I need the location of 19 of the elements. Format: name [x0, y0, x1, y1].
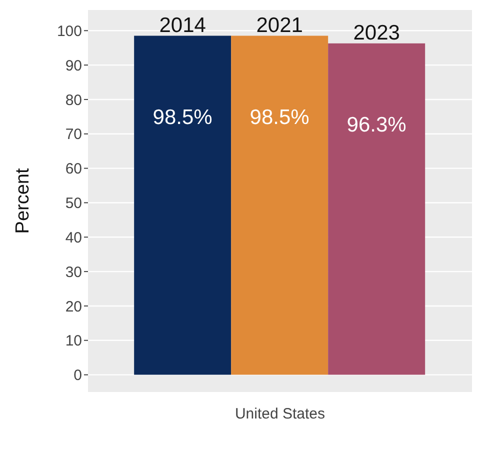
y-tick-label: 60: [65, 160, 82, 178]
y-tick-label: 70: [65, 126, 82, 144]
y-tick-label: 30: [65, 264, 82, 281]
y-tick-label: 100: [56, 22, 82, 40]
y-tick-label: 20: [65, 298, 82, 316]
data-label: 98.5%: [152, 106, 212, 129]
y-tick-label: 0: [74, 367, 82, 384]
y-tick-label: 40: [65, 229, 82, 246]
data-label: 96.3%: [346, 113, 406, 136]
y-tick-label: 80: [65, 92, 82, 109]
data-label: 98.5%: [250, 106, 310, 129]
y-axis-title: Percent: [12, 168, 34, 234]
series-label: 2014: [159, 14, 206, 37]
y-tick-label: 10: [65, 332, 82, 350]
x-tick-label: United States: [234, 406, 326, 423]
series-label: 2023: [353, 21, 400, 44]
y-tick-label: 90: [65, 57, 82, 74]
y-tick-label: 50: [65, 195, 82, 212]
series-label: 2021: [256, 14, 303, 37]
